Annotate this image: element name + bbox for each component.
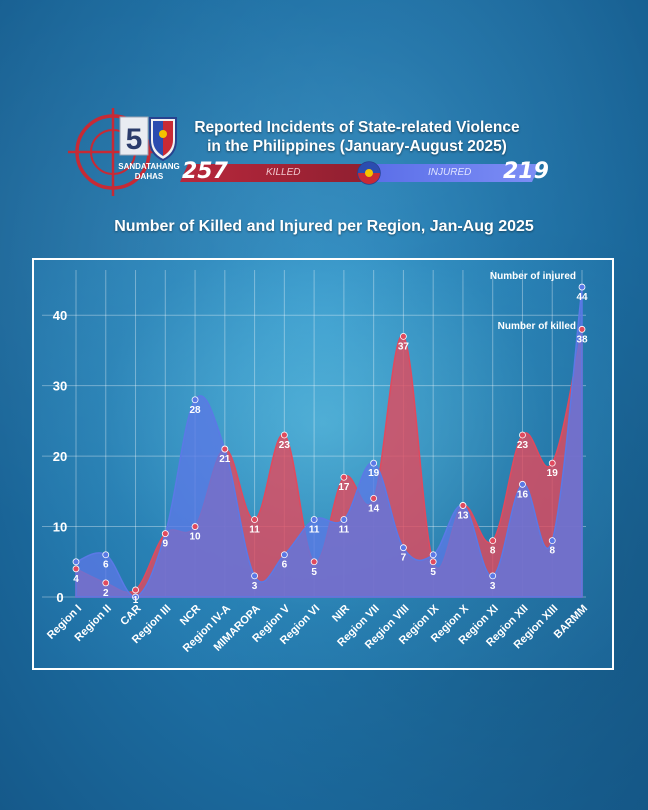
x-tick-label: CAR <box>118 603 143 628</box>
injured-point <box>429 551 437 559</box>
killed-value-label: 2 <box>103 588 109 599</box>
killed-value-label: 5 <box>311 567 317 578</box>
y-tick-label: 40 <box>53 308 67 323</box>
injured-value-label: 28 <box>189 405 201 416</box>
header: 5 SANDATAHANG DAHAS Reported Incidents o… <box>0 0 648 200</box>
killed-value-label: 1 <box>133 595 139 606</box>
killed-value-label: 19 <box>547 468 559 479</box>
killed-point <box>72 565 80 573</box>
injured-point <box>132 593 139 601</box>
injured-point <box>280 551 288 559</box>
killed-point <box>370 494 378 502</box>
injured-point <box>370 459 378 467</box>
killed-value-label: 38 <box>576 334 588 345</box>
killed-value-label: 13 <box>457 510 469 521</box>
injured-value-label: 3 <box>252 581 258 592</box>
killed-label: KILLED <box>266 167 301 178</box>
killed-point <box>251 516 258 523</box>
x-tick-label: NIR <box>330 603 352 625</box>
injured-point <box>251 572 258 580</box>
killed-point <box>578 325 586 333</box>
logo-text-top: SANDATAHANG <box>118 162 179 171</box>
logo-text-bottom: DAHAS <box>135 172 164 181</box>
y-tick-label: 30 <box>53 379 67 394</box>
killed-point <box>310 558 318 566</box>
logo: 5 SANDATAHANG DAHAS <box>68 108 180 196</box>
injured-label: INJURED <box>428 167 472 178</box>
killed-value-label: 37 <box>398 341 410 352</box>
y-tick-label: 0 <box>56 590 63 605</box>
injured-area <box>75 286 583 598</box>
seal-icon <box>357 161 381 185</box>
numeral-5-icon: 5 <box>119 116 149 156</box>
injured-total: 219 <box>503 159 549 184</box>
injured-point <box>578 283 586 291</box>
injured-value-label: 7 <box>401 553 407 564</box>
killed-point <box>548 459 556 467</box>
title-line-2: in the Philippines (January-August 2025) <box>207 138 507 155</box>
killed-point <box>400 332 407 340</box>
injured-value-label: 3 <box>490 581 496 592</box>
injured-point <box>340 516 348 523</box>
legend-killed: Number of killed <box>498 321 576 332</box>
injured-point <box>519 480 526 488</box>
injured-point <box>489 572 497 580</box>
killed-point <box>161 530 169 538</box>
killed-point <box>519 431 526 439</box>
injured-point <box>310 516 318 523</box>
injured-point <box>548 537 556 545</box>
killed-point <box>280 431 288 439</box>
svg-text:5: 5 <box>126 123 143 156</box>
killed-value-label: 21 <box>219 454 231 465</box>
injured-value-label: 8 <box>549 546 555 557</box>
chart-panel: 0 10 20 30 40 6 28 3 6 11 11 19 7 3 16 8 44 4 2 1 9 10 21 11 23 5… <box>32 258 614 670</box>
shield-icon <box>149 117 177 162</box>
killed-point <box>221 445 229 453</box>
injured-value-label: 19 <box>368 468 380 479</box>
x-tick-label: NCR <box>178 603 203 628</box>
killed-value-label: 23 <box>279 440 291 451</box>
injured-point <box>400 544 407 552</box>
legend-injured: Number of injured <box>490 271 576 282</box>
killed-value-label: 17 <box>338 482 350 493</box>
injured-point <box>72 558 80 566</box>
killed-point <box>102 579 110 587</box>
killed-total-bar <box>180 164 370 182</box>
killed-point <box>132 586 139 594</box>
chart-title: Number of Killed and Injured per Region,… <box>114 218 534 235</box>
y-tick-label: 20 <box>53 449 67 464</box>
killed-value-label: 5 <box>430 567 436 578</box>
injured-value-label: 16 <box>517 489 529 500</box>
killed-total: 257 <box>182 159 228 184</box>
y-tick-label: 10 <box>53 520 67 535</box>
injured-total-bar <box>368 164 540 182</box>
injured-value-label: 11 <box>309 525 320 536</box>
killed-value-label: 4 <box>73 574 79 585</box>
killed-point <box>340 473 348 481</box>
killed-point <box>459 502 467 509</box>
title-line-1: Reported Incidents of State-related Viol… <box>194 119 520 136</box>
killed-point <box>191 523 199 530</box>
injured-value-label: 44 <box>576 292 588 303</box>
killed-value-label: 23 <box>517 440 529 451</box>
killed-value-label: 9 <box>163 539 169 550</box>
injured-point <box>191 396 199 404</box>
killed-value-label: 8 <box>490 546 496 557</box>
injured-value-label: 11 <box>339 525 350 536</box>
killed-point <box>489 537 497 545</box>
killed-value-label: 10 <box>189 532 201 543</box>
killed-value-label: 11 <box>249 525 260 536</box>
injured-point <box>102 551 110 559</box>
killed-value-label: 14 <box>368 503 380 514</box>
injured-value-label: 6 <box>282 560 288 571</box>
injured-value-label: 6 <box>103 560 109 571</box>
killed-point <box>429 558 437 566</box>
